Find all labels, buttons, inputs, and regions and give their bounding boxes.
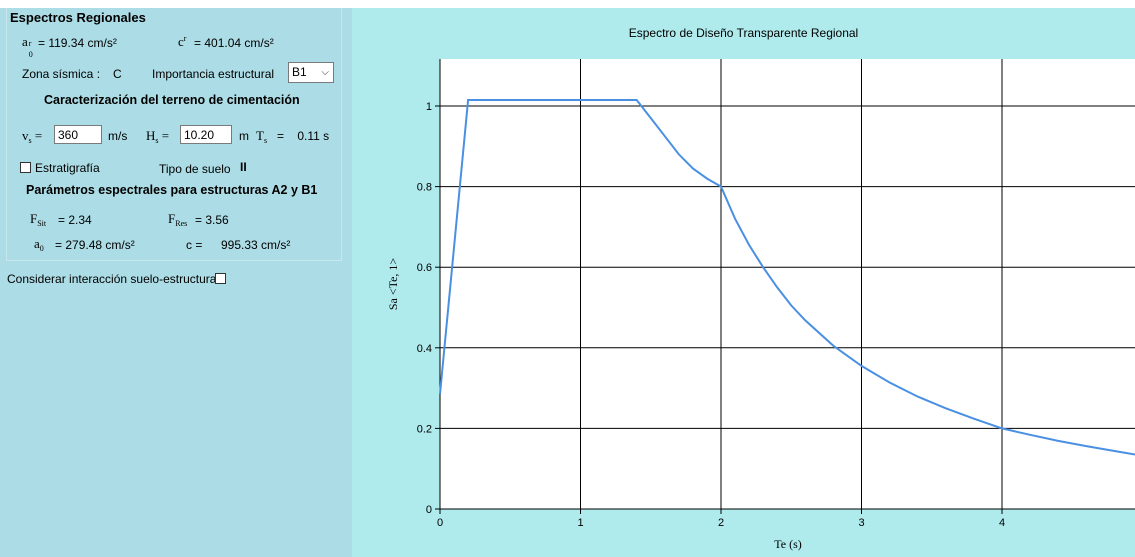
plot-area (440, 59, 1135, 509)
x-tick-label: 2 (718, 517, 724, 529)
espectros-regionales-group (6, 8, 342, 261)
y-tick-label: 0.2 (417, 423, 432, 435)
tipo-suelo-value: II (240, 160, 247, 174)
a0-label: a0 (34, 236, 44, 253)
x-tick-label: 1 (577, 517, 583, 529)
param-title: Parámetros espectrales para estructuras … (26, 183, 318, 197)
chart-title: Espectro de Diseño Transparente Regional (628, 26, 859, 40)
fsit-value: = 2.34 (58, 213, 92, 227)
interaccion-checkbox[interactable] (215, 273, 226, 284)
hs-unit: m (239, 129, 249, 143)
estratigrafia-label: Estratigrafía (35, 161, 100, 175)
spectrum-chart: 0 1 2 3 4 0 0.2 0.4 0.6 0.8 1 Te (s) Sa <Te, 1> (386, 59, 1135, 551)
vs-input[interactable]: 360 (54, 125, 102, 144)
vs-unit: m/s (108, 129, 128, 143)
importancia-value: B1 (292, 65, 307, 79)
y-tick-label: 0.8 (417, 182, 432, 194)
a0r-value: = 119.34 cm/s² (38, 36, 117, 50)
y-tick-label: 0.6 (417, 262, 432, 274)
importancia-label: Importancia estructural (152, 67, 275, 81)
cr-label: cr (178, 34, 187, 49)
x-tick-label: 0 (437, 517, 443, 529)
x-tick-label: 4 (999, 517, 1005, 529)
y-tick-label: 1 (426, 101, 432, 113)
chevron-down-icon: ⌵ (321, 67, 329, 78)
hs-input[interactable]: 10.20 (180, 125, 232, 144)
group-title: Espectros Regionales (10, 10, 146, 25)
ts-label: Ts (256, 128, 268, 145)
cr-value: = 401.04 cm/s² (194, 36, 274, 50)
tipo-suelo-label: Tipo de suelo (159, 162, 231, 176)
y-tick-label: 0 (426, 504, 432, 516)
fsit-label: FSit (30, 211, 47, 228)
importancia-select[interactable]: B1 ⌵ (288, 62, 334, 83)
fres-value: = 3.56 (195, 213, 229, 227)
c-value: 995.33 cm/s² (221, 238, 291, 252)
hs-label: Hs = (146, 128, 170, 145)
c-label: c = (186, 238, 203, 252)
vs-label: vs = (22, 128, 43, 145)
interaccion-label: Considerar interacción suelo-estructura (7, 272, 217, 286)
y-axis-label: Sa <Te, 1> (386, 258, 400, 311)
terreno-title: Caracterización del terreno de cimentaci… (44, 93, 300, 107)
estratigrafia-checkbox[interactable] (20, 162, 31, 173)
zona-value: C (113, 67, 122, 81)
ts-value: = 0.11 s (277, 129, 330, 143)
chart-panel: Espectro de Diseño Transparente Regional… (352, 8, 1135, 557)
fres-label: FRes (168, 211, 188, 228)
x-tick-label: 3 (858, 517, 864, 529)
y-tick-label: 0.4 (417, 343, 432, 355)
a0-value: = 279.48 cm/s² (55, 238, 135, 252)
series-line (439, 99, 1135, 456)
zona-label: Zona sísmica : (22, 67, 101, 81)
x-axis-label: Te (s) (774, 537, 801, 551)
